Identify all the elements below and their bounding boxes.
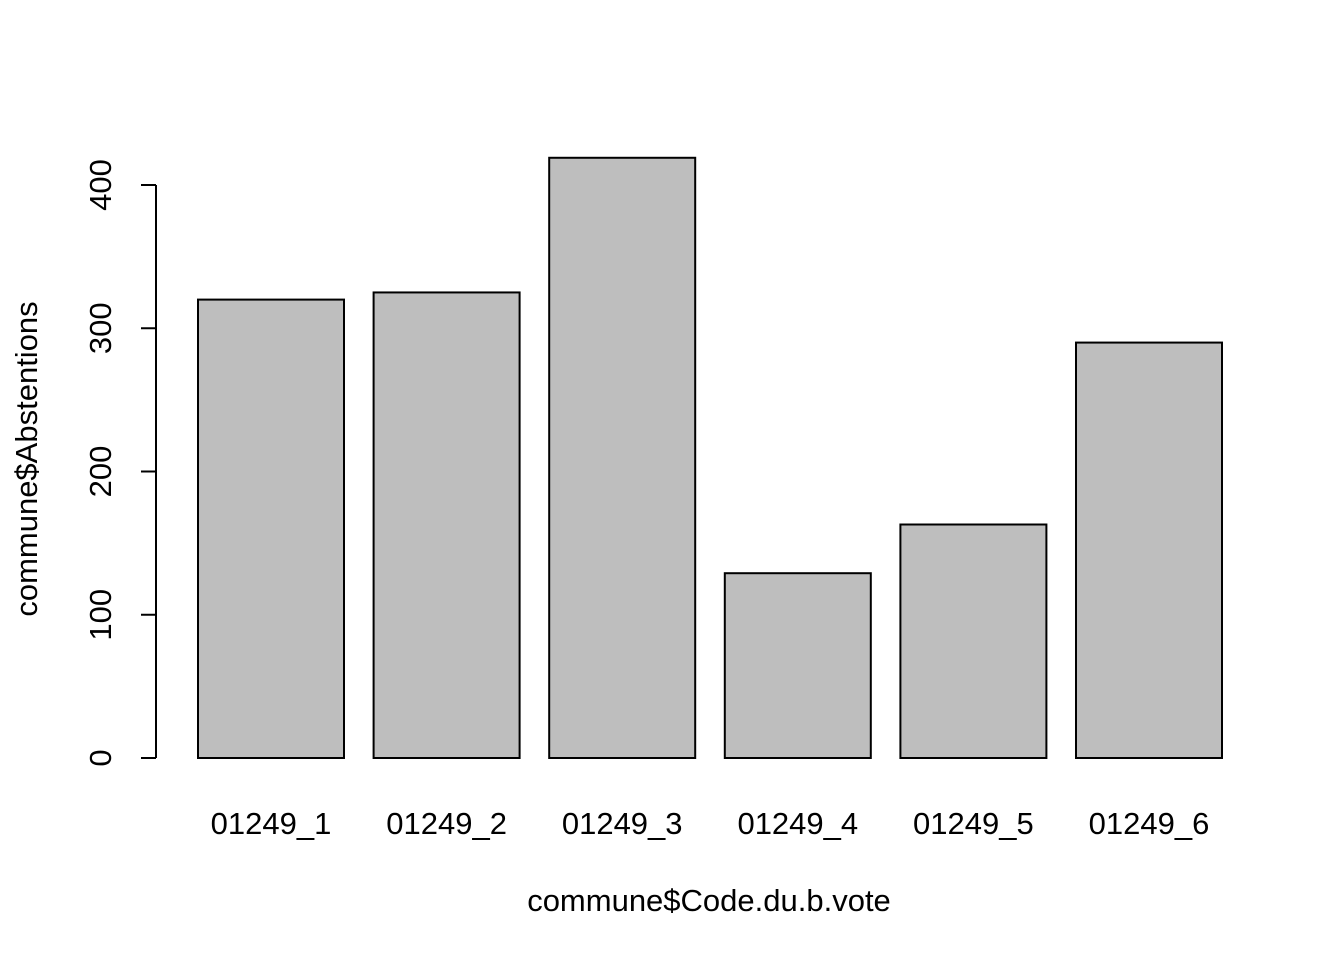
x-tick-label: 01249_2 <box>386 806 507 841</box>
y-tick-label: 400 <box>83 159 118 211</box>
bar-01249_3 <box>548 156 697 760</box>
bar-01249_1 <box>197 298 345 759</box>
x-tick-label: 01249_3 <box>562 806 683 841</box>
x-tick-label: 01249_1 <box>211 806 332 841</box>
bar-01249_6 <box>1075 341 1223 759</box>
y-tick-label: 0 <box>83 749 118 766</box>
x-axis-label: commune$Code.du.b.vote <box>527 883 891 918</box>
bar-01249_5 <box>899 523 1048 759</box>
y-tick-label: 100 <box>83 589 118 641</box>
bar-01249_4 <box>723 572 872 760</box>
y-axis: 0 100 200 300 400 <box>83 159 157 767</box>
y-tick-label: 200 <box>83 446 118 498</box>
bars-group <box>197 156 1223 760</box>
y-tick-label: 300 <box>83 302 118 354</box>
y-axis-label: commune$Abstentions <box>9 301 44 616</box>
x-tick-label: 01249_4 <box>737 806 858 841</box>
x-tick-label: 01249_6 <box>1089 806 1210 841</box>
x-tick-label: 01249_5 <box>913 806 1034 841</box>
x-tick-labels: 01249_1 01249_2 01249_3 01249_4 01249_5 01249… <box>211 806 1210 841</box>
bar-01249_2 <box>372 291 521 759</box>
